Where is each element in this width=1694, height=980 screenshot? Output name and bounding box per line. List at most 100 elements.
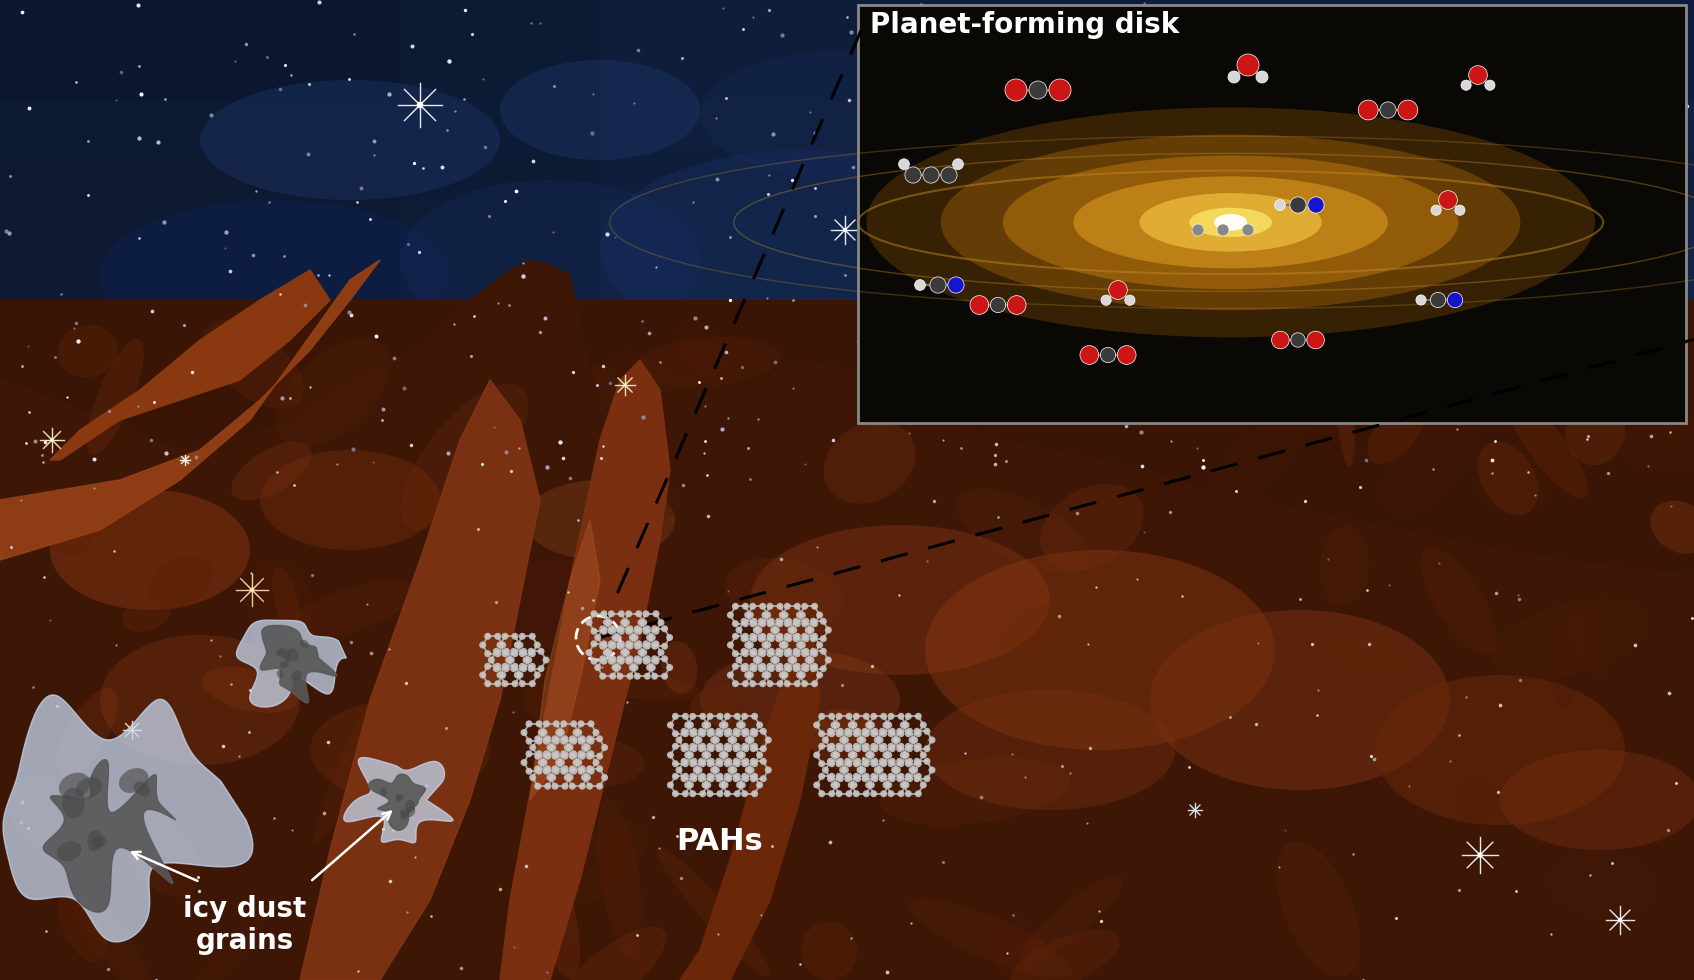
Circle shape (835, 712, 842, 719)
Circle shape (740, 617, 747, 625)
Bar (0, 0, 1694, 150)
Circle shape (867, 781, 874, 789)
Circle shape (484, 633, 491, 640)
Circle shape (803, 665, 810, 672)
Circle shape (818, 790, 825, 797)
Circle shape (830, 781, 837, 789)
Circle shape (608, 628, 615, 635)
Circle shape (552, 765, 559, 772)
Circle shape (818, 730, 825, 737)
Bar (200, 750, 700, 980)
Circle shape (676, 737, 683, 744)
Circle shape (871, 775, 879, 782)
Circle shape (698, 775, 705, 782)
Circle shape (850, 781, 857, 789)
Circle shape (691, 758, 698, 764)
Circle shape (813, 752, 820, 759)
Circle shape (645, 634, 654, 641)
Circle shape (600, 611, 608, 617)
Text: Planet-forming disk: Planet-forming disk (871, 11, 1179, 39)
Polygon shape (51, 270, 330, 460)
Circle shape (1101, 295, 1111, 306)
Ellipse shape (1276, 841, 1360, 977)
Ellipse shape (285, 580, 417, 640)
Circle shape (535, 738, 542, 745)
Circle shape (727, 642, 734, 649)
Circle shape (908, 737, 915, 744)
Circle shape (501, 662, 508, 669)
Circle shape (529, 650, 535, 658)
Circle shape (552, 767, 559, 775)
Circle shape (867, 752, 874, 759)
Circle shape (1237, 54, 1259, 76)
Circle shape (742, 650, 749, 658)
Ellipse shape (86, 830, 103, 852)
Circle shape (771, 626, 778, 633)
Circle shape (518, 680, 525, 687)
Circle shape (627, 643, 634, 650)
Circle shape (734, 712, 740, 719)
Circle shape (879, 728, 886, 735)
Circle shape (557, 729, 564, 736)
Circle shape (866, 781, 872, 789)
Ellipse shape (91, 835, 107, 848)
Ellipse shape (68, 877, 152, 980)
Circle shape (915, 790, 922, 797)
Circle shape (862, 790, 869, 797)
Circle shape (596, 753, 603, 760)
Circle shape (657, 619, 664, 626)
Circle shape (905, 773, 911, 780)
Ellipse shape (291, 846, 335, 875)
Ellipse shape (1199, 408, 1308, 522)
Circle shape (862, 728, 869, 735)
Circle shape (744, 671, 750, 678)
Circle shape (706, 730, 713, 737)
Circle shape (759, 633, 766, 640)
Circle shape (723, 760, 730, 767)
Ellipse shape (801, 921, 857, 980)
Circle shape (740, 665, 747, 672)
Circle shape (493, 648, 500, 655)
Ellipse shape (676, 323, 730, 378)
Circle shape (689, 773, 696, 780)
Circle shape (805, 626, 811, 633)
Circle shape (776, 603, 784, 610)
Circle shape (844, 775, 850, 782)
Circle shape (742, 758, 749, 764)
Polygon shape (369, 774, 425, 830)
Circle shape (761, 775, 767, 782)
Circle shape (817, 642, 823, 649)
Circle shape (862, 773, 869, 780)
Circle shape (591, 628, 598, 635)
Circle shape (673, 773, 679, 780)
Circle shape (691, 775, 698, 782)
Circle shape (517, 642, 523, 649)
Circle shape (828, 712, 835, 719)
Circle shape (757, 617, 764, 625)
Circle shape (776, 650, 784, 658)
Circle shape (634, 672, 640, 680)
Ellipse shape (700, 650, 900, 750)
Circle shape (517, 671, 523, 678)
Circle shape (776, 635, 783, 642)
Circle shape (757, 635, 764, 642)
Ellipse shape (639, 544, 664, 607)
Circle shape (706, 760, 713, 767)
Circle shape (718, 721, 725, 728)
Circle shape (501, 680, 508, 687)
Circle shape (805, 657, 811, 663)
Circle shape (600, 640, 608, 648)
Ellipse shape (478, 560, 649, 641)
Ellipse shape (280, 648, 290, 659)
Ellipse shape (276, 649, 283, 657)
Circle shape (764, 671, 771, 678)
Circle shape (811, 680, 818, 687)
Circle shape (723, 730, 730, 737)
Circle shape (835, 730, 842, 737)
Circle shape (627, 656, 634, 662)
Ellipse shape (1421, 548, 1497, 655)
Circle shape (1193, 224, 1204, 236)
Circle shape (894, 737, 901, 744)
Ellipse shape (1381, 395, 1482, 516)
Circle shape (739, 781, 745, 789)
